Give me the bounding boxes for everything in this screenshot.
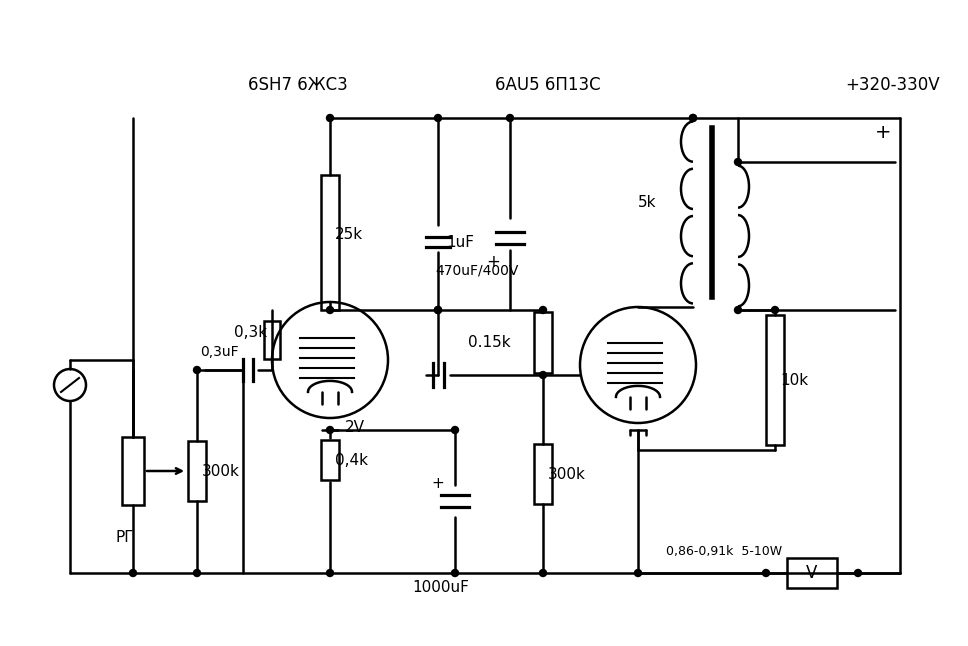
Text: 0,3k: 0,3k xyxy=(234,324,267,340)
Bar xyxy=(534,311,552,373)
Circle shape xyxy=(326,570,334,576)
Circle shape xyxy=(435,114,441,121)
Circle shape xyxy=(539,306,547,313)
Circle shape xyxy=(130,570,136,576)
Circle shape xyxy=(451,570,459,576)
Circle shape xyxy=(435,306,441,313)
Text: +: + xyxy=(431,475,443,490)
Text: 6SH7 6ЖС3: 6SH7 6ЖС3 xyxy=(248,76,348,94)
Text: +: + xyxy=(486,253,500,271)
Text: 1uF: 1uF xyxy=(446,234,474,249)
Bar xyxy=(188,441,206,501)
Text: 0,4k: 0,4k xyxy=(335,452,368,468)
Text: 470uF/400V: 470uF/400V xyxy=(435,263,519,277)
Circle shape xyxy=(735,306,741,313)
Text: V: V xyxy=(806,564,818,582)
Circle shape xyxy=(735,158,741,165)
Circle shape xyxy=(506,114,513,121)
Circle shape xyxy=(634,570,642,576)
Text: +: + xyxy=(875,123,892,141)
Text: +320-330V: +320-330V xyxy=(845,76,940,94)
Text: РГ: РГ xyxy=(116,530,135,545)
Bar xyxy=(321,440,339,480)
Text: 2V: 2V xyxy=(345,419,365,435)
Text: 300k: 300k xyxy=(202,463,240,479)
Circle shape xyxy=(689,114,697,121)
Circle shape xyxy=(194,570,200,576)
Text: 0.15k: 0.15k xyxy=(468,335,511,349)
Circle shape xyxy=(326,114,334,121)
Bar xyxy=(321,174,339,309)
Circle shape xyxy=(451,426,459,433)
Circle shape xyxy=(855,570,862,576)
Circle shape xyxy=(326,306,334,313)
Bar xyxy=(534,444,552,504)
Text: 0,3uF: 0,3uF xyxy=(200,345,239,359)
Bar xyxy=(787,558,837,588)
Circle shape xyxy=(326,426,334,433)
Circle shape xyxy=(539,371,547,379)
Bar xyxy=(122,437,144,505)
Bar xyxy=(264,321,280,359)
Text: 5k: 5k xyxy=(638,194,656,209)
Bar xyxy=(766,315,784,445)
Circle shape xyxy=(539,570,547,576)
Circle shape xyxy=(194,366,200,373)
Text: 0,86-0,91k  5-10W: 0,86-0,91k 5-10W xyxy=(666,545,782,557)
Text: 1000uF: 1000uF xyxy=(412,579,469,594)
Text: 6AU5 6П13С: 6AU5 6П13С xyxy=(495,76,600,94)
Circle shape xyxy=(435,306,441,313)
Text: 300k: 300k xyxy=(548,466,586,481)
Circle shape xyxy=(689,114,697,121)
Circle shape xyxy=(771,306,778,313)
Text: 10k: 10k xyxy=(780,373,808,388)
Text: 25k: 25k xyxy=(335,227,363,242)
Circle shape xyxy=(763,570,770,576)
